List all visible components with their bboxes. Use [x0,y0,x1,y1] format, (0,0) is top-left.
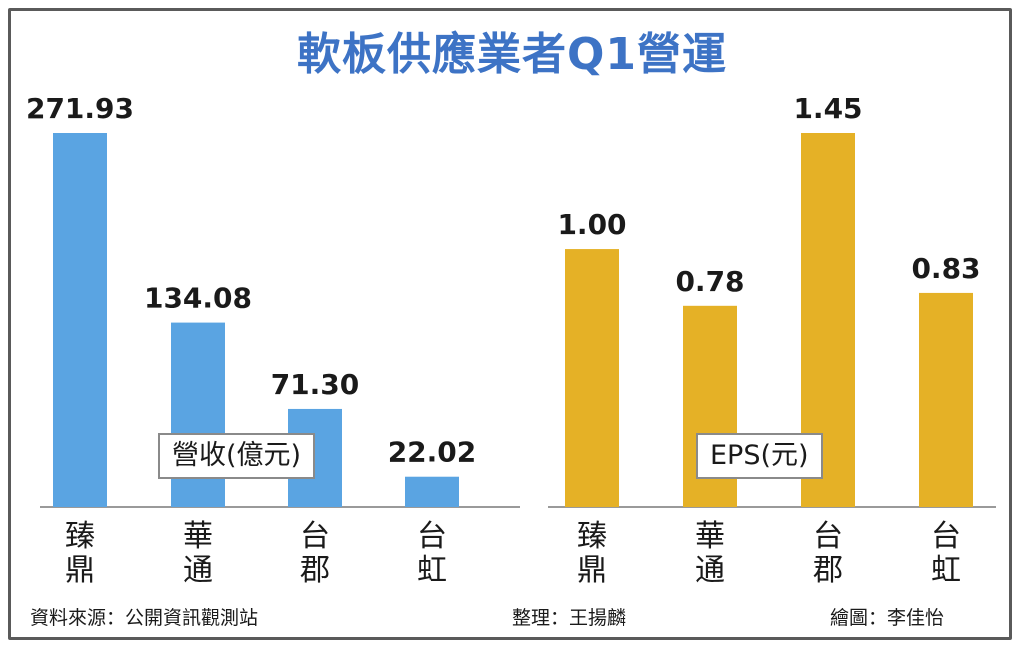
source-note: 資料來源：公開資訊觀測站 [30,607,259,629]
revenue-value-label: 134.08 [144,282,252,315]
revenue-bar [405,476,459,507]
revenue-value-label: 22.02 [388,436,477,469]
revenue-bar [171,322,225,507]
eps-value-label: 0.83 [911,252,980,285]
revenue-value-label: 71.30 [271,368,360,401]
revenue-bar [53,133,107,507]
revenue-category-label: 台郡 [300,519,330,588]
eps-bar [565,249,619,507]
revenue-value-label: 271.93 [26,92,134,125]
eps-category-label: 臻鼎 [577,519,607,588]
revenue-legend: 營收(億元) [158,433,316,479]
eps-value-label: 1.00 [557,208,626,241]
editor-note: 整理：王揚麟 [512,607,627,629]
revenue-category-label: 華通 [183,519,213,588]
eps-category-label: 台虹 [931,519,961,588]
eps-category-label: 台郡 [813,519,843,588]
eps-value-label: 0.78 [675,265,744,298]
illustrator-note: 繪圖：李佳怡 [830,607,945,629]
eps-category-label: 華通 [695,519,725,588]
eps-bar [919,292,973,507]
eps-value-label: 1.45 [793,92,862,125]
chart-title: 軟板供應業者Q1營運 [296,29,728,80]
eps-legend: EPS(元) [696,433,823,479]
revenue-category-label: 臻鼎 [65,519,95,588]
revenue-category-label: 台虹 [417,519,447,588]
